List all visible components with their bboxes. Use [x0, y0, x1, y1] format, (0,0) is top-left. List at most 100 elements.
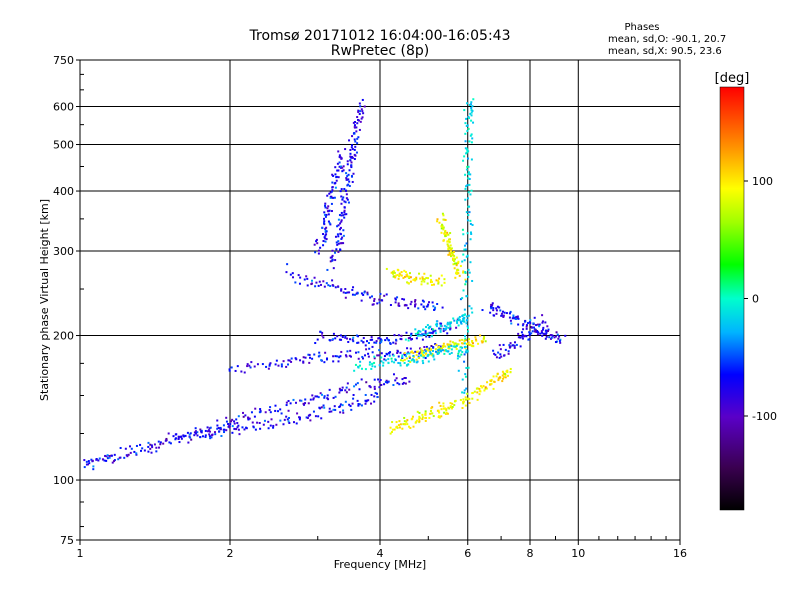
data-point [338, 356, 341, 359]
data-point [340, 165, 343, 168]
data-point [452, 263, 455, 266]
data-point [323, 406, 326, 409]
data-point [193, 434, 196, 437]
data-point [292, 421, 295, 424]
data-point [337, 250, 340, 253]
data-point [338, 405, 341, 408]
data-point [414, 350, 417, 353]
data-point [492, 309, 495, 312]
data-point [395, 274, 398, 277]
data-point [467, 157, 470, 160]
data-point [501, 380, 504, 383]
data-point [485, 387, 488, 390]
data-point [454, 345, 457, 348]
data-point [371, 362, 374, 365]
data-point [231, 431, 234, 434]
data-point [431, 352, 434, 355]
data-point [350, 164, 353, 167]
data-point [484, 386, 487, 389]
data-point [344, 148, 347, 151]
data-point [351, 338, 354, 341]
data-point [451, 405, 454, 408]
data-point [329, 191, 332, 194]
data-point [505, 312, 508, 315]
data-point [366, 340, 369, 343]
data-point [403, 298, 406, 301]
data-point [508, 345, 511, 348]
data-point [237, 415, 240, 418]
data-point [337, 224, 340, 227]
data-point [338, 214, 341, 217]
data-point [267, 420, 270, 423]
data-point [457, 272, 460, 275]
data-point [429, 350, 432, 353]
data-point [374, 365, 377, 368]
data-point [450, 255, 453, 258]
data-point [375, 392, 378, 395]
data-point [347, 201, 350, 204]
data-point [285, 365, 288, 368]
data-point [513, 346, 516, 349]
data-point [313, 276, 316, 279]
data-point [325, 230, 328, 233]
data-point [336, 233, 339, 236]
data-point [264, 411, 267, 414]
data-point [458, 315, 461, 318]
data-point [340, 219, 343, 222]
data-point [491, 303, 494, 306]
data-point [306, 416, 309, 419]
data-point [177, 437, 180, 440]
x-tick-label: 4 [377, 547, 384, 560]
data-point [106, 457, 109, 460]
data-point [223, 428, 226, 431]
data-point [328, 410, 331, 413]
data-point [340, 242, 343, 245]
data-point [235, 418, 238, 421]
data-point [357, 110, 360, 113]
data-point [397, 424, 400, 427]
data-point [533, 330, 536, 333]
data-point [470, 189, 473, 192]
data-point [242, 415, 245, 418]
data-point [409, 426, 412, 429]
data-point [349, 349, 352, 352]
data-point [341, 236, 344, 239]
data-point [388, 352, 391, 355]
data-point [460, 342, 463, 345]
data-point [405, 355, 408, 358]
data-point [314, 285, 317, 288]
data-point [416, 360, 419, 363]
data-point [243, 371, 246, 374]
data-point [517, 323, 520, 326]
data-point [234, 369, 237, 372]
data-point [343, 216, 346, 219]
data-point [559, 341, 562, 344]
data-point [322, 233, 325, 236]
data-point [275, 359, 278, 362]
data-point [408, 355, 411, 358]
data-point [338, 161, 341, 164]
data-point [417, 330, 420, 333]
data-point [447, 238, 450, 241]
data-point [434, 332, 437, 335]
data-point [329, 256, 332, 259]
data-point [466, 325, 469, 328]
data-point [438, 416, 441, 419]
data-point [409, 336, 412, 339]
data-point [467, 341, 470, 344]
data-point [339, 190, 342, 193]
data-point [316, 338, 319, 341]
colorbar-label: [deg] [715, 71, 750, 86]
data-point [455, 320, 458, 323]
data-point [379, 292, 382, 295]
data-point [517, 317, 520, 320]
data-point [496, 372, 499, 375]
data-point [237, 428, 240, 431]
data-point [456, 321, 459, 324]
data-point [404, 354, 407, 357]
data-point [315, 281, 318, 284]
data-point [401, 354, 404, 357]
data-point [369, 296, 372, 299]
data-point [532, 326, 535, 329]
data-point [434, 306, 437, 309]
